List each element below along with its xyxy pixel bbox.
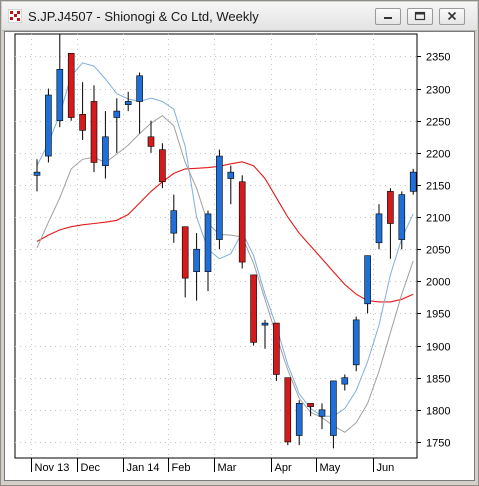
y-tick-label: 2200 [426, 149, 450, 161]
candle-body [250, 274, 257, 343]
candle-body [113, 110, 121, 118]
candle-body [136, 75, 143, 102]
chart-app-icon [8, 9, 22, 23]
restore-button[interactable] [407, 8, 433, 25]
y-tick-label: 2100 [426, 213, 450, 225]
candle-body [330, 380, 337, 436]
candle-body [261, 322, 269, 326]
x-tick-label: Jun [377, 462, 395, 474]
close-icon [447, 11, 457, 21]
candle-body [159, 149, 166, 183]
x-tick-label: May [320, 462, 341, 474]
candle-body [204, 213, 212, 272]
moving-average-line [36, 161, 414, 303]
candle-body [387, 191, 394, 224]
candle-body [181, 226, 189, 279]
window-title: S.JP.J4507 - Shionogi & Co Ltd, Weekly [28, 9, 259, 24]
candle-body [352, 319, 360, 366]
candle-body [375, 213, 383, 244]
chart-area: 1750 1800 1850 1900 1950 2000 2050 2100 2150 2200… [4, 31, 475, 481]
y-tick-label: 1750 [426, 438, 450, 450]
candle-body [56, 69, 64, 122]
y-tick-label: 2300 [426, 85, 450, 97]
candle-body [90, 101, 98, 163]
candle-body [307, 403, 314, 407]
candle-body [364, 255, 371, 305]
y-tick-label: 2000 [426, 277, 450, 289]
candle-body [216, 155, 223, 240]
candle-body [79, 114, 86, 131]
candle-body [124, 101, 132, 105]
candle-body [102, 136, 109, 166]
minimize-button[interactable] [375, 8, 401, 25]
candle-body [341, 377, 349, 385]
title-bar: S.JP.J4507 - Shionogi & Co Ltd, Weekly [2, 2, 477, 31]
candle-body [45, 94, 52, 157]
x-tick-label: Feb [172, 462, 191, 474]
close-button[interactable] [439, 8, 465, 25]
moving-average-line [36, 114, 414, 433]
y-tick-label: 2150 [426, 181, 450, 193]
x-tick-label: Mar [218, 462, 237, 474]
x-tick-label: Dec [81, 462, 101, 474]
x-tick-label: Jan 14 [127, 462, 160, 474]
candlestick-chart: 1750 1800 1850 1900 1950 2000 2050 2100 2150 2200… [14, 33, 450, 474]
restore-icon [414, 11, 426, 21]
candle-body [409, 171, 417, 192]
y-tick-label: 1850 [426, 374, 450, 386]
minimize-icon [384, 17, 392, 19]
candle-body [33, 171, 41, 176]
y-tick-label: 2350 [426, 52, 450, 64]
candle-body [238, 181, 246, 263]
plot-frame [14, 33, 418, 459]
candle-body [227, 171, 235, 179]
moving-average-line [36, 62, 414, 417]
y-tick-label: 1800 [426, 406, 450, 418]
x-tick-label: Nov 13 [35, 462, 70, 474]
candle-body [273, 322, 280, 375]
candle-body [67, 52, 75, 118]
y-tick-label: 2050 [426, 245, 450, 257]
y-tick-label: 2250 [426, 117, 450, 129]
candle-body [147, 136, 155, 147]
candle-body [398, 194, 406, 240]
candle-body [170, 210, 178, 234]
y-tick-label: 1950 [426, 309, 450, 321]
candle-body [295, 403, 303, 436]
y-tick-label: 1900 [426, 342, 450, 354]
candle-body [193, 248, 200, 272]
x-tick-label: Apr [275, 462, 292, 474]
candle-body [318, 409, 326, 417]
candle-body [284, 377, 292, 443]
